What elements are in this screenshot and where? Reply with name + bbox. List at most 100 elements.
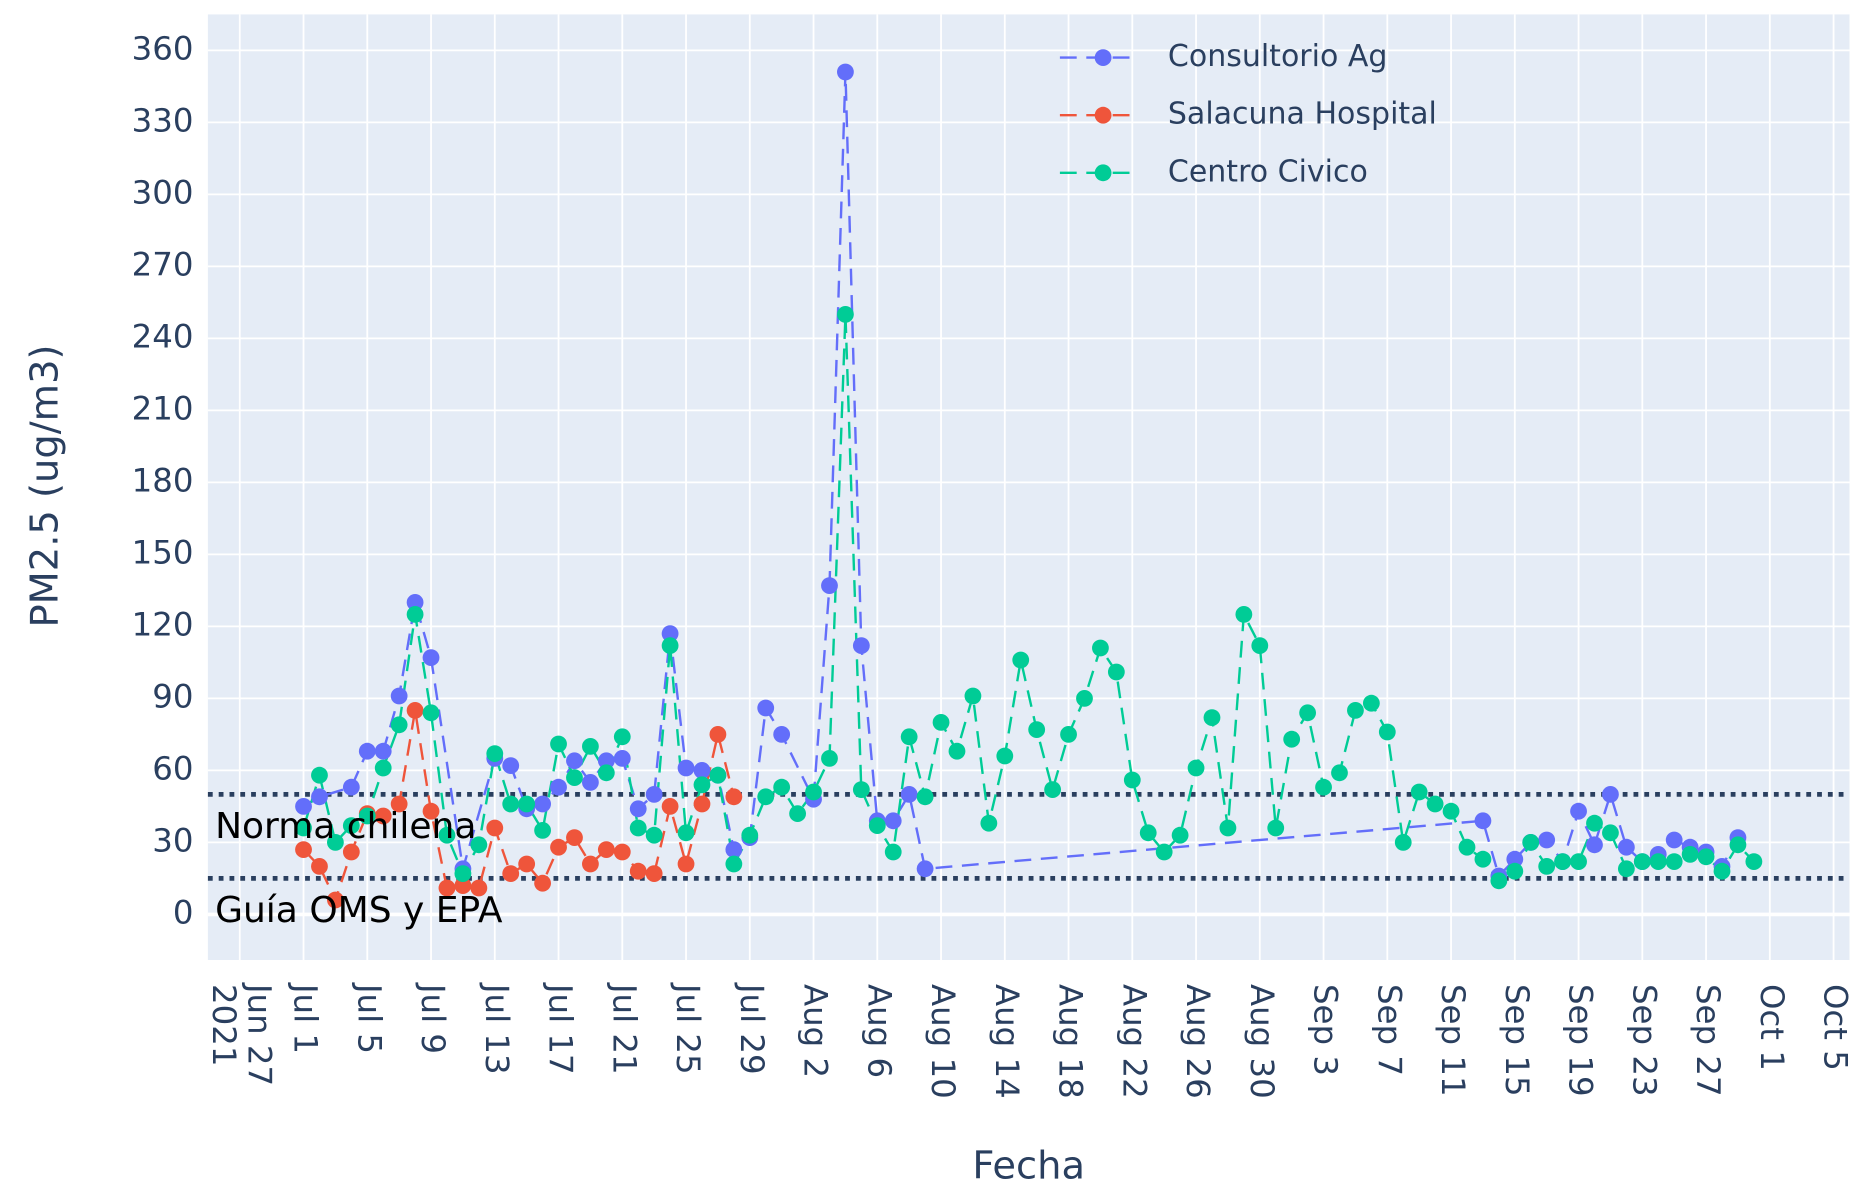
data-point bbox=[1315, 778, 1332, 796]
data-point bbox=[629, 862, 647, 880]
y-tick-label: 300 bbox=[132, 173, 194, 211]
data-point bbox=[884, 843, 902, 861]
data-point bbox=[550, 838, 567, 856]
data-point bbox=[422, 704, 440, 722]
data-point bbox=[550, 778, 567, 796]
data-point bbox=[582, 774, 599, 791]
data-point bbox=[1506, 862, 1524, 880]
data-point bbox=[1331, 764, 1348, 782]
data-point bbox=[693, 795, 711, 813]
data-point bbox=[1203, 709, 1221, 726]
data-point bbox=[327, 834, 344, 851]
data-point bbox=[629, 819, 647, 837]
legend: Consultorio Ag Salacuna Hospital Centro Ci… bbox=[1059, 39, 1437, 189]
x-tick-label: Aug 6 bbox=[860, 984, 898, 1078]
data-point bbox=[1235, 606, 1253, 623]
data-point bbox=[837, 306, 854, 323]
data-point bbox=[1187, 759, 1205, 777]
y-tick-label: 270 bbox=[132, 245, 194, 283]
data-point bbox=[916, 788, 934, 806]
data-point bbox=[550, 735, 567, 753]
x-tick-label: Jul 21 bbox=[605, 982, 643, 1075]
x-tick-label: Jul 5 bbox=[350, 982, 388, 1054]
data-point bbox=[1299, 704, 1317, 722]
y-tick-label: 30 bbox=[152, 821, 193, 859]
data-point bbox=[677, 824, 695, 842]
data-point bbox=[677, 855, 695, 873]
legend-label: Centro Civico bbox=[1168, 154, 1368, 189]
x-tick-label: Sep 23 bbox=[1625, 984, 1663, 1097]
y-tick-label: 90 bbox=[152, 677, 193, 715]
data-point bbox=[1586, 814, 1603, 832]
data-point bbox=[1076, 690, 1093, 707]
data-point bbox=[1394, 834, 1412, 851]
data-point bbox=[613, 728, 631, 746]
data-point bbox=[852, 637, 870, 654]
data-point bbox=[1012, 651, 1030, 669]
data-point bbox=[1442, 802, 1460, 820]
data-point bbox=[486, 819, 504, 837]
data-point bbox=[374, 742, 392, 760]
x-tick-label: Aug 10 bbox=[924, 984, 962, 1099]
data-point bbox=[1474, 850, 1492, 868]
data-point bbox=[390, 687, 408, 705]
data-point bbox=[406, 702, 424, 719]
legend-label: Salacuna Hospital bbox=[1168, 97, 1437, 132]
legend-label: Consultorio Ag bbox=[1168, 39, 1388, 74]
data-point bbox=[1602, 786, 1619, 803]
data-point bbox=[821, 577, 838, 594]
data-point bbox=[1617, 838, 1635, 856]
x-tick-label: Jul 13 bbox=[478, 982, 516, 1075]
data-point bbox=[374, 759, 392, 777]
data-point bbox=[390, 795, 408, 813]
data-point bbox=[709, 766, 727, 784]
data-point bbox=[1745, 853, 1763, 870]
data-point bbox=[1649, 853, 1667, 870]
data-point bbox=[693, 776, 711, 794]
data-point bbox=[1665, 831, 1683, 849]
data-point bbox=[406, 606, 424, 623]
data-point bbox=[725, 788, 743, 806]
reference-label: Guía OMS y EPA bbox=[215, 890, 503, 931]
data-point bbox=[1251, 637, 1269, 654]
x-tick-label: Sep 15 bbox=[1498, 984, 1536, 1097]
data-point bbox=[916, 860, 934, 878]
data-point bbox=[1155, 843, 1173, 861]
legend-marker bbox=[1094, 49, 1112, 66]
data-point bbox=[948, 742, 966, 760]
data-point bbox=[311, 766, 328, 784]
data-point bbox=[582, 855, 599, 873]
data-point bbox=[597, 764, 615, 782]
legend-marker bbox=[1094, 164, 1112, 182]
data-point bbox=[422, 649, 440, 666]
data-point bbox=[629, 800, 647, 818]
ticks: 0 30 60 90 120 150 180 210 240 270 300 330 360 Jun 27… bbox=[132, 29, 1855, 1098]
data-point bbox=[342, 817, 360, 834]
data-point bbox=[1474, 812, 1492, 830]
data-point bbox=[1283, 730, 1301, 748]
data-point bbox=[852, 781, 870, 798]
data-point bbox=[597, 752, 615, 770]
data-point bbox=[821, 750, 838, 767]
data-point bbox=[757, 788, 775, 806]
data-point bbox=[789, 805, 807, 822]
data-point bbox=[470, 836, 488, 854]
x-tick-label: Aug 30 bbox=[1243, 984, 1281, 1099]
data-point bbox=[534, 822, 551, 839]
data-point bbox=[645, 865, 663, 882]
data-point bbox=[900, 728, 918, 746]
data-point bbox=[613, 750, 631, 767]
x-tick-label: Jul 9 bbox=[414, 982, 452, 1054]
data-point bbox=[661, 625, 679, 642]
data-point bbox=[311, 858, 328, 875]
reference-label: Norma chilena bbox=[215, 806, 476, 847]
data-point bbox=[597, 841, 615, 858]
data-point bbox=[1044, 781, 1062, 798]
x-tick-label: Jul 1 bbox=[287, 982, 325, 1054]
y-tick-label: 120 bbox=[132, 605, 194, 643]
data-point bbox=[645, 786, 663, 803]
data-point bbox=[980, 814, 998, 832]
data-point bbox=[837, 63, 854, 81]
data-point bbox=[1139, 824, 1157, 842]
data-point bbox=[645, 826, 663, 844]
